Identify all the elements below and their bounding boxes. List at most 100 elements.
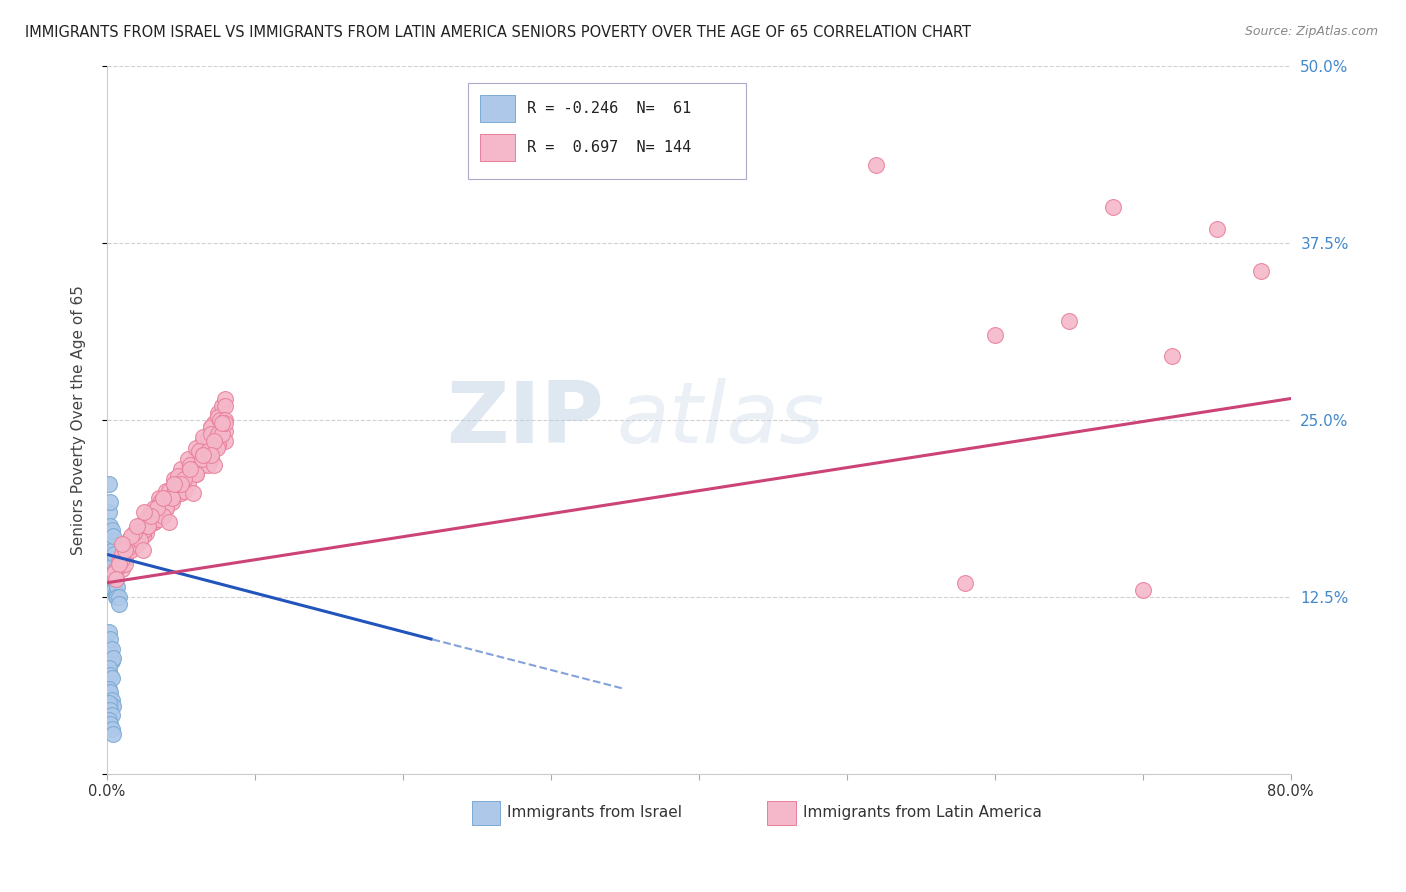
Point [152,491,174,505]
Point [202,416,225,430]
Point [208,413,231,427]
Point [1132,582,1154,597]
Point [98,703,121,717]
Y-axis label: Seniors Poverty Over the Age of 65: Seniors Poverty Over the Age of 65 [72,285,86,555]
Point [97,661,120,675]
Point [207,409,229,424]
Point [163,486,186,500]
Point [155,483,177,498]
Point [148,512,170,526]
Point [170,481,193,495]
Point [170,476,193,491]
Point [160,491,183,505]
Point [170,483,193,498]
Point [120,543,142,558]
Point [141,512,163,526]
Point [200,420,222,434]
Point [146,512,169,526]
Point [131,529,153,543]
Point [100,572,122,586]
Point [103,568,125,582]
Point [177,476,200,491]
Point [128,533,150,548]
Point [118,543,141,558]
Point [100,524,122,538]
Point [143,515,166,529]
Point [98,551,121,566]
Point [108,558,131,572]
Point [101,582,124,597]
Point [117,537,139,551]
Point [98,519,121,533]
Point [157,491,180,505]
Text: atlas: atlas [616,378,824,461]
Point [138,519,160,533]
Point [157,515,180,529]
Point [97,558,120,572]
Point [100,671,122,685]
Point [173,469,195,483]
Point [128,533,150,548]
Point [177,469,200,483]
Point [98,561,121,575]
Point [103,558,125,572]
Point [193,458,215,472]
Point [208,434,231,448]
Point [163,472,186,486]
Point [173,472,195,486]
Point [202,434,225,448]
Point [155,498,177,512]
Point [148,505,170,519]
Point [114,558,136,572]
Point [104,585,127,599]
Point [211,399,233,413]
Point [141,509,163,524]
Point [214,424,236,438]
Point [108,590,131,604]
Point [170,462,193,476]
Point [118,533,141,548]
Point [104,572,127,586]
Point [179,462,201,476]
Point [101,727,124,741]
Point [98,572,121,586]
FancyBboxPatch shape [768,801,796,825]
Point [157,483,180,498]
Point [200,452,222,467]
Point [132,505,155,519]
Point [97,541,120,555]
Point [125,519,148,533]
Point [207,406,229,420]
Point [155,500,177,515]
Point [865,158,887,172]
Point [146,500,169,515]
Point [100,693,122,707]
Point [205,430,228,444]
Point [163,483,186,498]
Point [97,548,120,562]
Point [98,554,121,568]
Point [167,476,190,491]
Point [111,548,134,562]
Point [132,524,155,538]
Point [170,486,193,500]
Point [98,647,121,661]
Point [100,722,122,736]
Point [101,650,124,665]
Point [190,452,212,467]
Text: Source: ZipAtlas.com: Source: ZipAtlas.com [1244,25,1378,38]
Point [108,558,131,572]
Point [101,572,124,586]
Point [184,462,207,476]
Point [197,430,219,444]
Point [97,640,120,654]
Point [107,580,129,594]
Text: Immigrants from Israel: Immigrants from Israel [508,805,682,821]
Text: Immigrants from Latin America: Immigrants from Latin America [803,805,1042,821]
Point [128,519,150,533]
Point [211,427,233,442]
Point [111,551,134,566]
Point [163,476,186,491]
Point [122,537,145,551]
Point [214,399,236,413]
